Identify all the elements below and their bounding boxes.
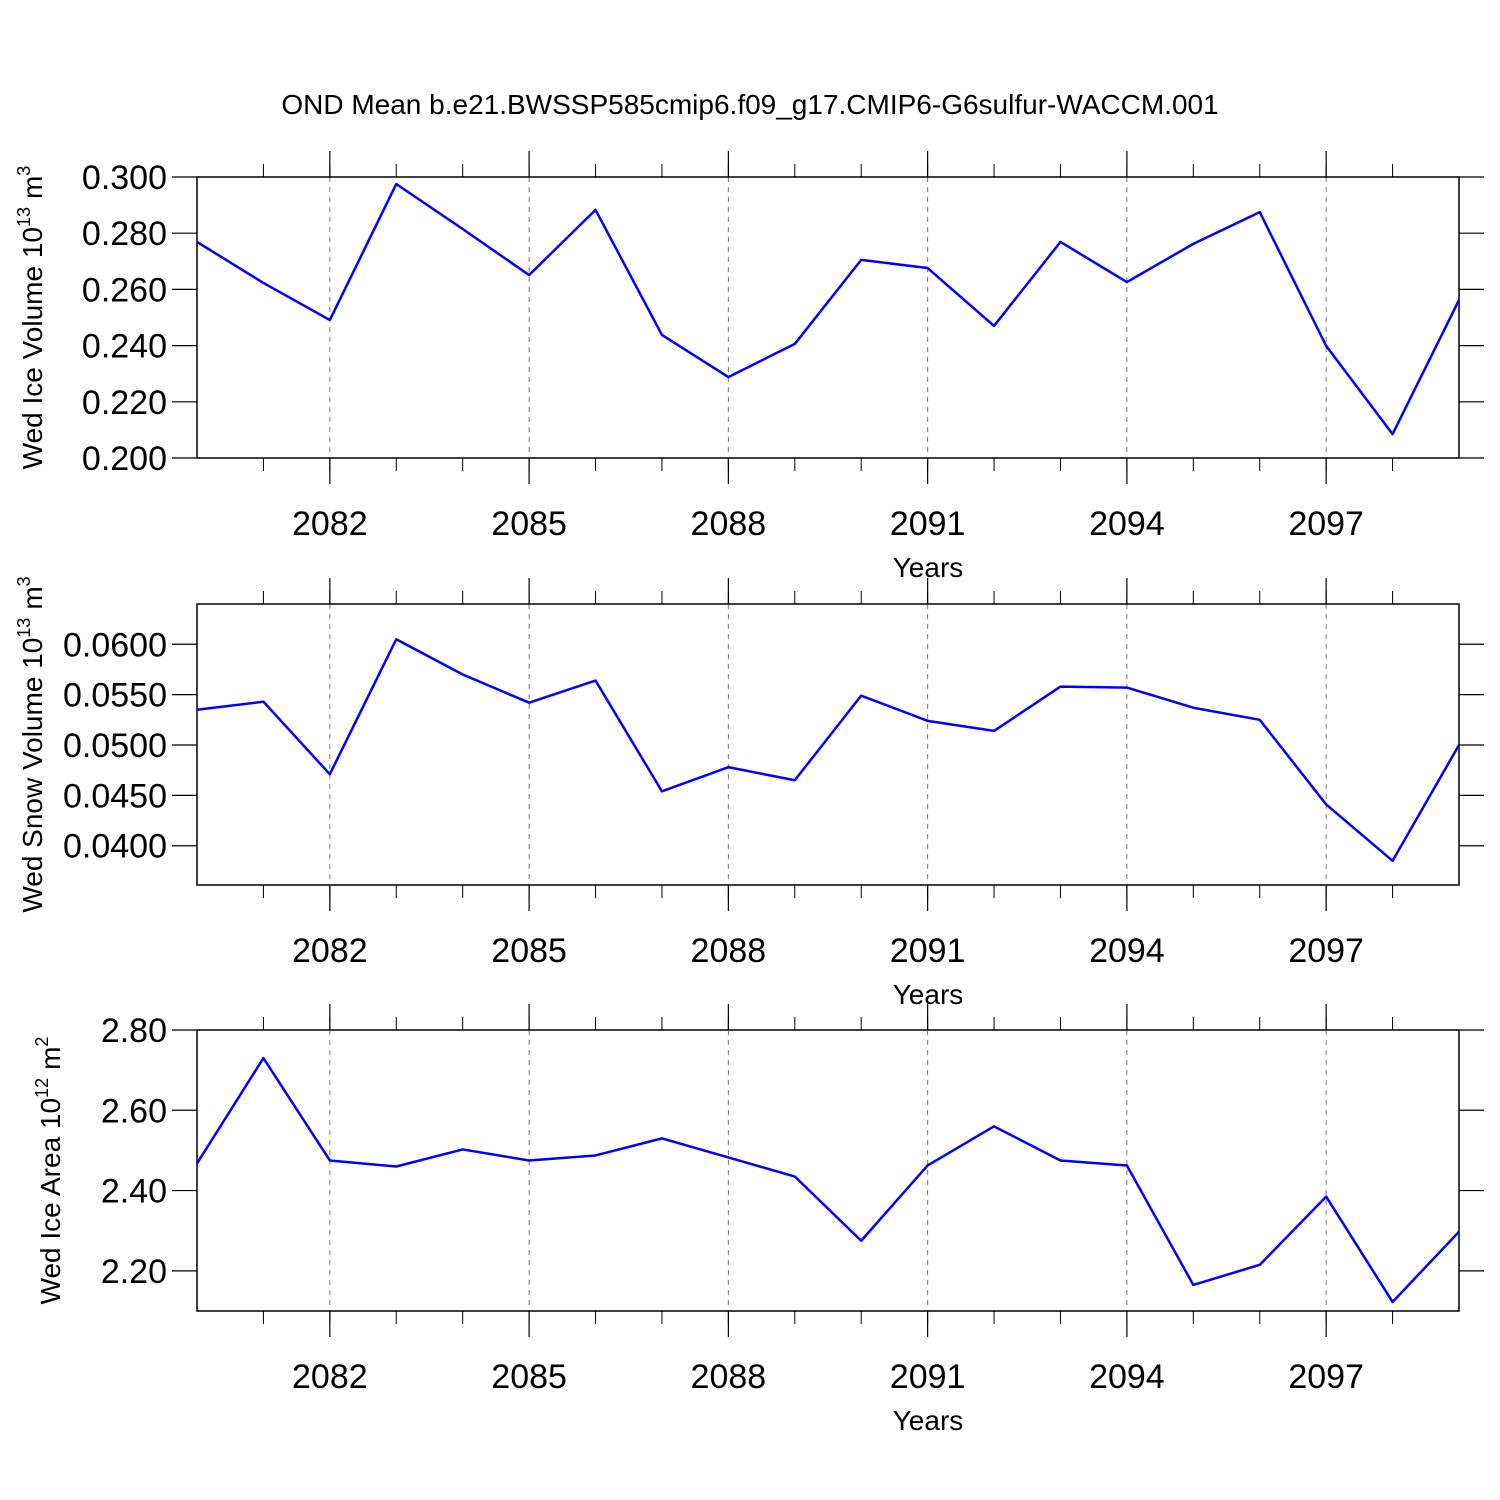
y-label-exp: 3 bbox=[14, 166, 34, 176]
y-label-exp: 12 bbox=[32, 1078, 52, 1098]
x-tick-label: 2082 bbox=[292, 1358, 368, 1396]
x-tick-label: 2091 bbox=[890, 1358, 966, 1396]
x-tick-label: 2088 bbox=[691, 1358, 767, 1396]
y-tick-label: 2.60 bbox=[101, 1092, 167, 1130]
data-line bbox=[196, 182, 1461, 436]
plot-frame bbox=[196, 603, 1460, 886]
x-tick-label: 2082 bbox=[292, 505, 368, 543]
y-label-unit: m bbox=[35, 1047, 66, 1070]
data-line bbox=[196, 638, 1461, 863]
x-tick-label: 2085 bbox=[491, 1358, 567, 1396]
y-axis-label: Wed Ice Area 1012 m2 bbox=[32, 1037, 66, 1305]
y-axis-label: Wed Snow Volume 1013 m3 bbox=[14, 576, 48, 912]
x-tick-label: 2085 bbox=[491, 932, 567, 970]
chart-title: OND Mean b.e21.BWSSP585cmip6.f09_g17.CMI… bbox=[281, 89, 1218, 120]
x-axis-label: Years bbox=[893, 552, 964, 583]
y-tick-label: 2.40 bbox=[101, 1173, 167, 1211]
y-tick-label: 0.240 bbox=[82, 328, 167, 366]
x-tick-label: 2097 bbox=[1288, 505, 1364, 543]
x-tick-label: 2085 bbox=[491, 505, 567, 543]
x-tick-label: 2082 bbox=[292, 932, 368, 970]
x-axis-label: Years bbox=[893, 1405, 964, 1436]
y-label-exp: 13 bbox=[14, 207, 34, 227]
x-tick-label: 2094 bbox=[1089, 505, 1165, 543]
x-tick-label: 2097 bbox=[1288, 1358, 1364, 1396]
y-label-exp: 13 bbox=[14, 618, 34, 638]
x-tick-label: 2094 bbox=[1089, 932, 1165, 970]
y-tick-label: 0.260 bbox=[82, 271, 167, 309]
data-line bbox=[195, 1056, 1460, 1304]
y-label-exp: 2 bbox=[32, 1037, 52, 1047]
y-label-text: Wed Ice Area 10 bbox=[35, 1098, 66, 1305]
plot-frame bbox=[196, 1029, 1460, 1312]
x-tick-label: 2094 bbox=[1089, 1358, 1165, 1396]
x-tick-label: 2091 bbox=[890, 505, 966, 543]
y-tick-label: 0.0500 bbox=[63, 727, 167, 765]
y-tick-label: 0.280 bbox=[82, 215, 167, 253]
plot-frame bbox=[196, 176, 1460, 459]
y-tick-label: 0.0600 bbox=[63, 626, 167, 664]
y-label-exp: 3 bbox=[14, 576, 34, 586]
y-label-text: Wed Snow Volume 10 bbox=[17, 638, 48, 913]
y-label-unit: m bbox=[17, 176, 48, 199]
y-tick-label: 0.0400 bbox=[63, 828, 167, 866]
y-tick-label: 0.0550 bbox=[63, 677, 167, 715]
y-tick-label: 0.300 bbox=[82, 159, 167, 197]
x-tick-label: 2097 bbox=[1288, 932, 1364, 970]
y-tick-label: 0.220 bbox=[82, 384, 167, 422]
y-tick-label: 0.0450 bbox=[63, 777, 167, 815]
y-label-text: Wed Ice Volume 10 bbox=[17, 227, 48, 469]
x-tick-label: 2091 bbox=[890, 932, 966, 970]
y-tick-label: 0.200 bbox=[82, 440, 167, 478]
x-tick-label: 2088 bbox=[691, 505, 767, 543]
y-axis-label: Wed Ice Volume 1013 m3 bbox=[14, 166, 48, 470]
x-tick-label: 2088 bbox=[691, 932, 767, 970]
y-label-unit: m bbox=[17, 586, 48, 609]
y-tick-label: 2.20 bbox=[101, 1253, 167, 1291]
y-tick-label: 2.80 bbox=[101, 1012, 167, 1050]
